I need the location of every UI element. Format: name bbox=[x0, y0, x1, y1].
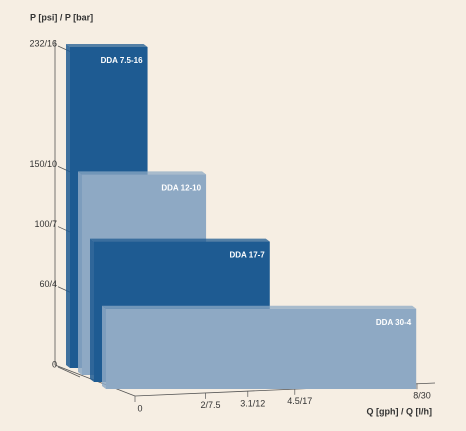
bar-side bbox=[102, 305, 106, 389]
bar-top bbox=[90, 238, 270, 242]
bar-label: DDA 30-4 bbox=[376, 318, 412, 327]
y-axis-label: P [psi] / P [bar] bbox=[30, 12, 93, 22]
y-tick bbox=[57, 366, 81, 378]
x-tick-label: 3.1/12 bbox=[240, 398, 265, 408]
y-tick-label: 60/4 bbox=[39, 279, 57, 289]
bar bbox=[106, 308, 417, 389]
y-tick-label: 150/10 bbox=[29, 159, 57, 169]
y-tick-label: 232/16 bbox=[29, 38, 57, 48]
bar-top bbox=[66, 44, 148, 47]
bar-label: DDA 7.5-16 bbox=[101, 56, 143, 65]
bar-label: DDA 17-7 bbox=[229, 251, 265, 260]
bar-side bbox=[66, 44, 70, 368]
bar-label: DDA 12-10 bbox=[161, 183, 201, 192]
bar-top bbox=[78, 171, 207, 175]
x-tick-label: 8/30 bbox=[413, 391, 431, 401]
x-axis-label: Q [gph] / Q [l/h] bbox=[367, 406, 432, 416]
x-tick-label: 0 bbox=[137, 403, 142, 413]
x-tick-label: 2/7.5 bbox=[200, 400, 220, 410]
bar-side bbox=[90, 238, 94, 382]
x-tick-label: 4.5/17 bbox=[287, 396, 312, 406]
bar-top bbox=[102, 305, 417, 309]
y-tick-label: 0 bbox=[52, 359, 57, 369]
bar-side bbox=[78, 171, 82, 375]
y-tick-label: 100/7 bbox=[34, 219, 57, 229]
